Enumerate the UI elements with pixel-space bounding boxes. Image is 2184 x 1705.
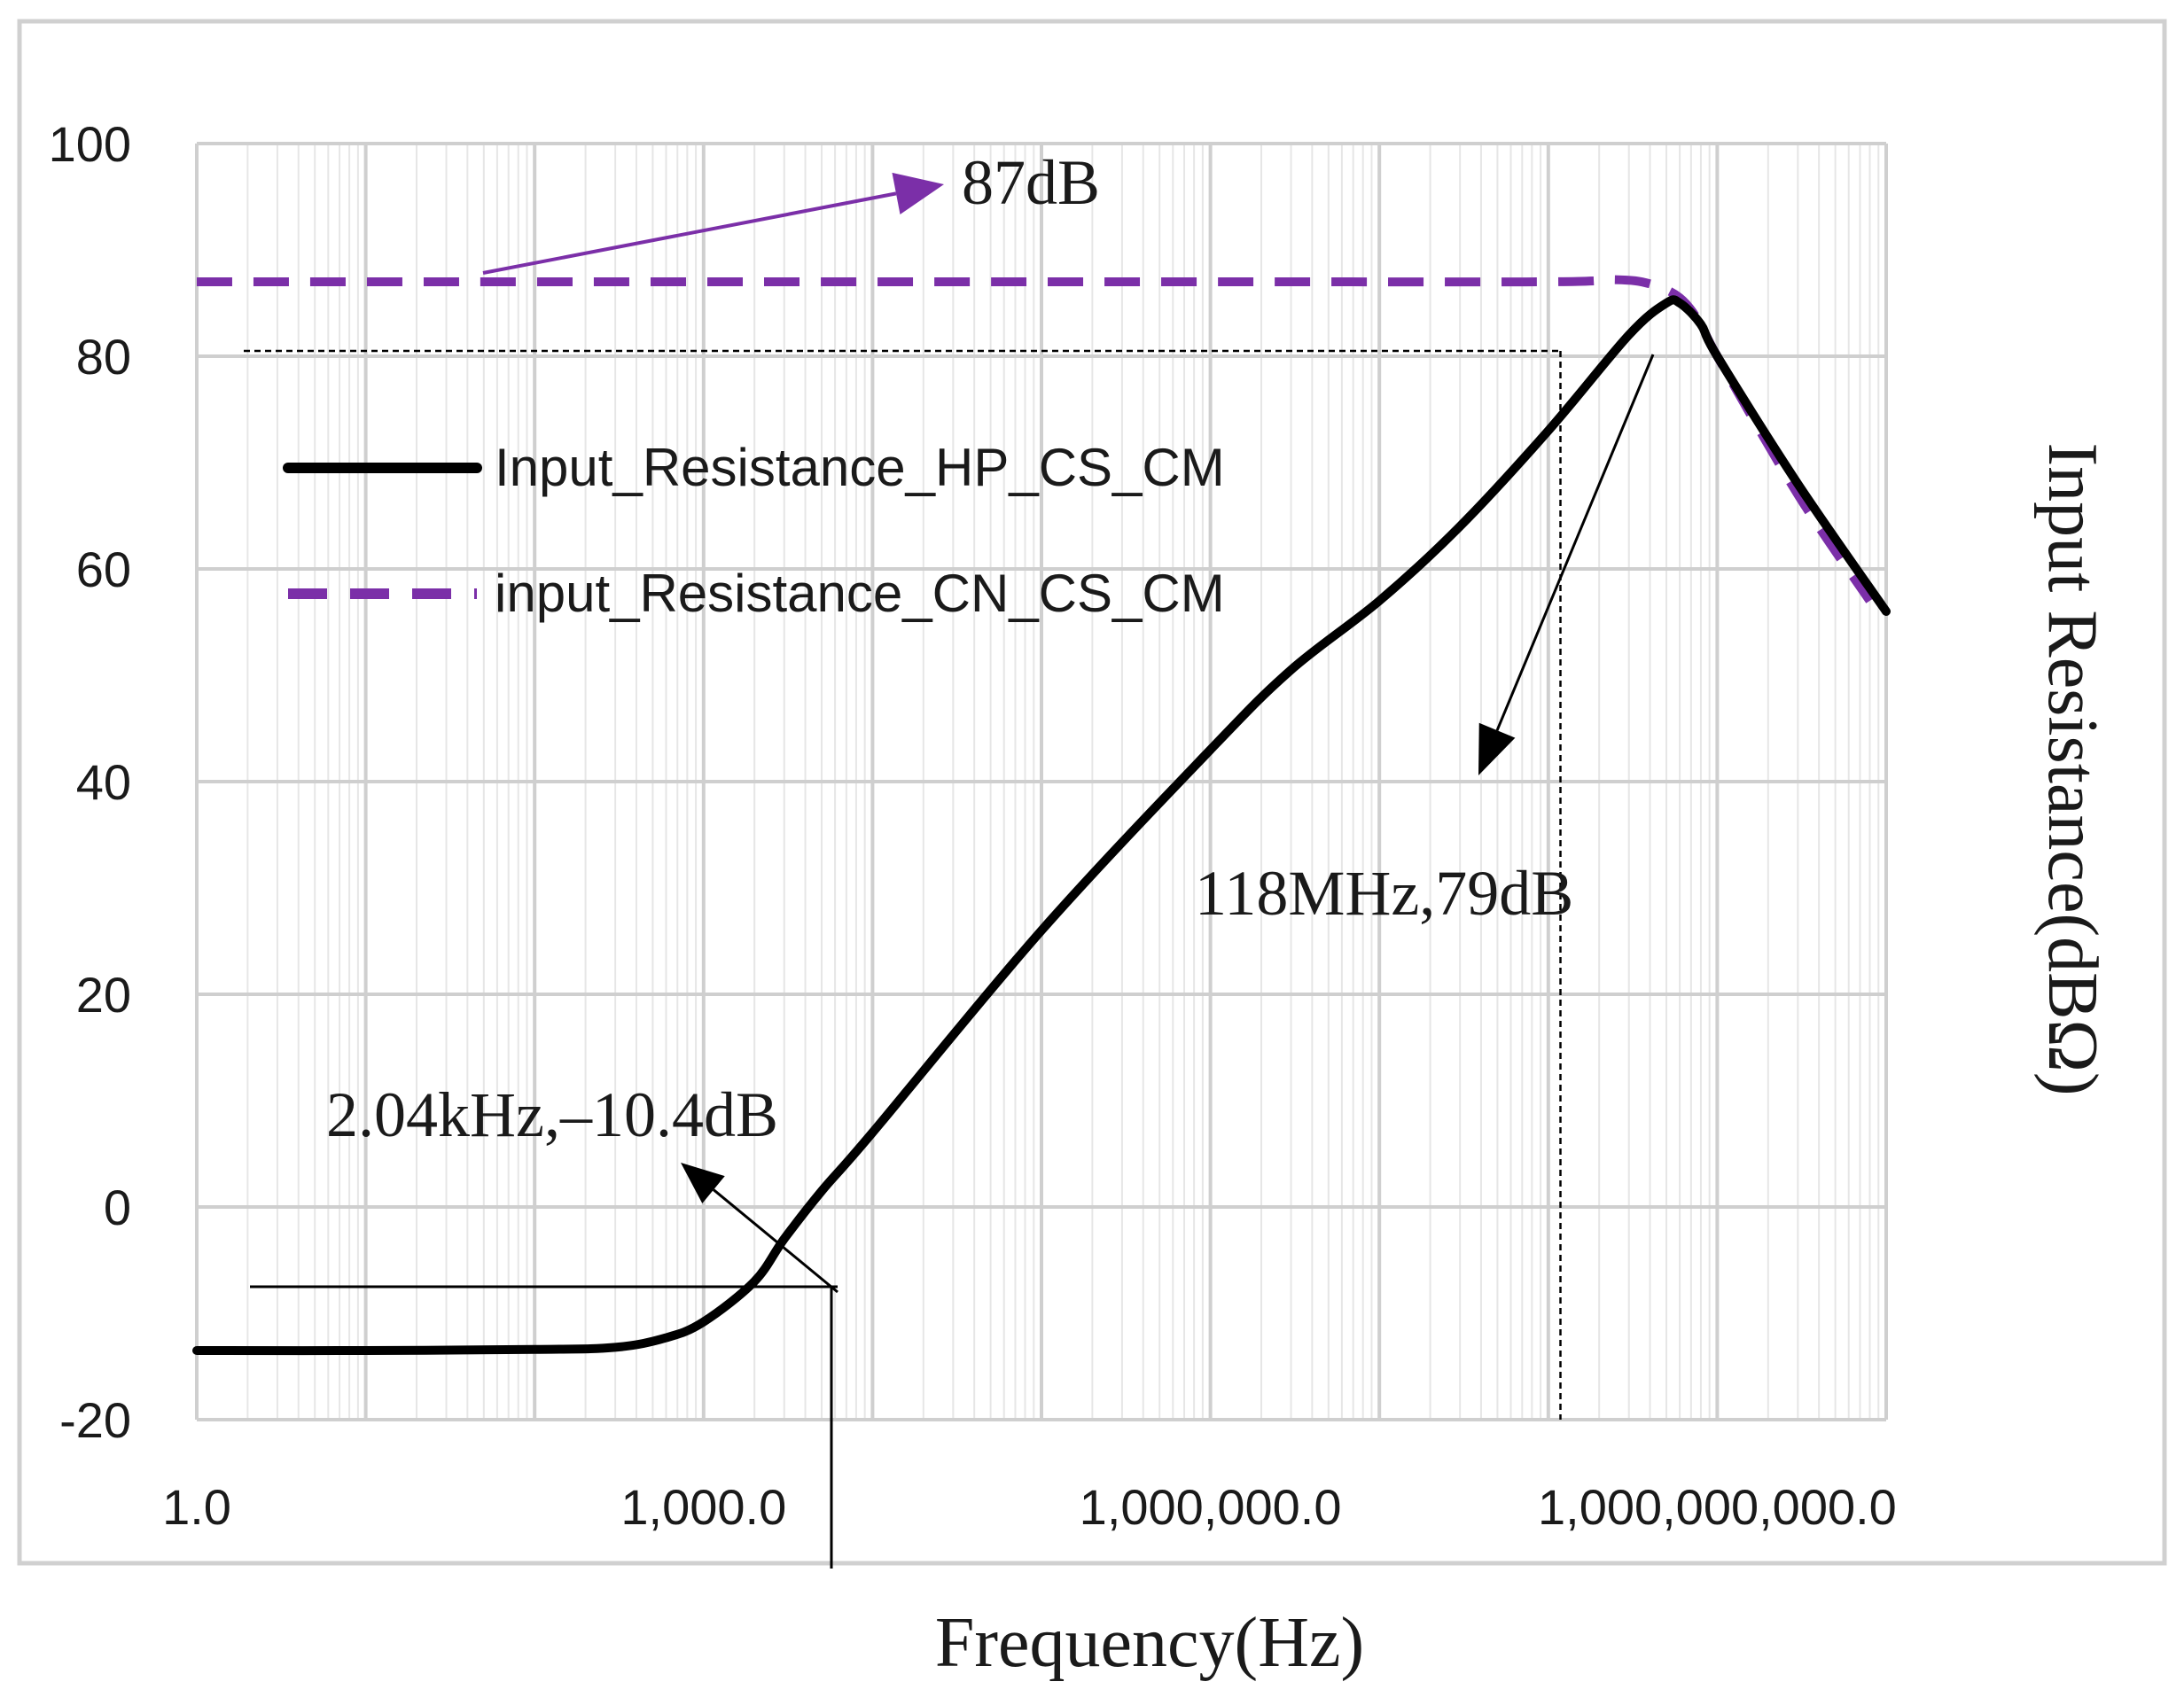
x-tick-label: 1.0 xyxy=(162,1479,231,1535)
y-tick-label: 40 xyxy=(76,754,131,810)
series-lines xyxy=(192,275,1891,1356)
annotation-118mhz: 118MHz,79dB xyxy=(1195,858,1573,929)
legend-label-cn: input_Resistance_CN_CS_CM xyxy=(495,564,1225,623)
arrow-2khz-shaft xyxy=(713,1188,838,1294)
x-tick-label: 1,000,000.0 xyxy=(1080,1479,1342,1535)
series-line-hp xyxy=(192,295,1891,1356)
arrow-118mhz-head xyxy=(1478,722,1516,775)
arrow-118mhz-shaft xyxy=(1495,354,1655,731)
annotation-87db: 87dB xyxy=(962,147,1100,218)
x-axis-title: Frequency(Hz) xyxy=(935,1604,1364,1682)
y-tick-label: 0 xyxy=(104,1179,131,1235)
annotation-guides xyxy=(244,349,1562,1569)
annotation-arrows xyxy=(482,172,1655,1294)
arrow-2khz-head xyxy=(681,1163,725,1203)
annotation-2khz: 2.04kHz,–10.4dB xyxy=(326,1079,778,1150)
arrow-87db-head xyxy=(892,172,944,214)
y-axis-title: Input Resistance(dBΩ) xyxy=(2033,442,2111,1095)
x-tick-labels: 1.0 1,000.0 1,000,000.0 1,000,000,000.0 xyxy=(162,1479,1897,1535)
legend: Input_Resistance_HP_CS_CM input_Resistan… xyxy=(283,438,1225,623)
arrow-87db-shaft xyxy=(482,191,897,275)
y-tick-label: -20 xyxy=(59,1392,131,1448)
y-tick-label: 60 xyxy=(76,541,131,597)
x-tick-label: 1,000,000,000.0 xyxy=(1538,1479,1897,1535)
x-tick-label: 1,000.0 xyxy=(620,1479,786,1535)
y-tick-label: 20 xyxy=(76,967,131,1023)
y-tick-label: 80 xyxy=(76,329,131,385)
legend-label-hp: Input_Resistance_HP_CS_CM xyxy=(495,438,1225,497)
y-tick-labels: -20 0 20 40 60 80 100 xyxy=(49,116,131,1448)
y-tick-label: 100 xyxy=(49,116,131,172)
